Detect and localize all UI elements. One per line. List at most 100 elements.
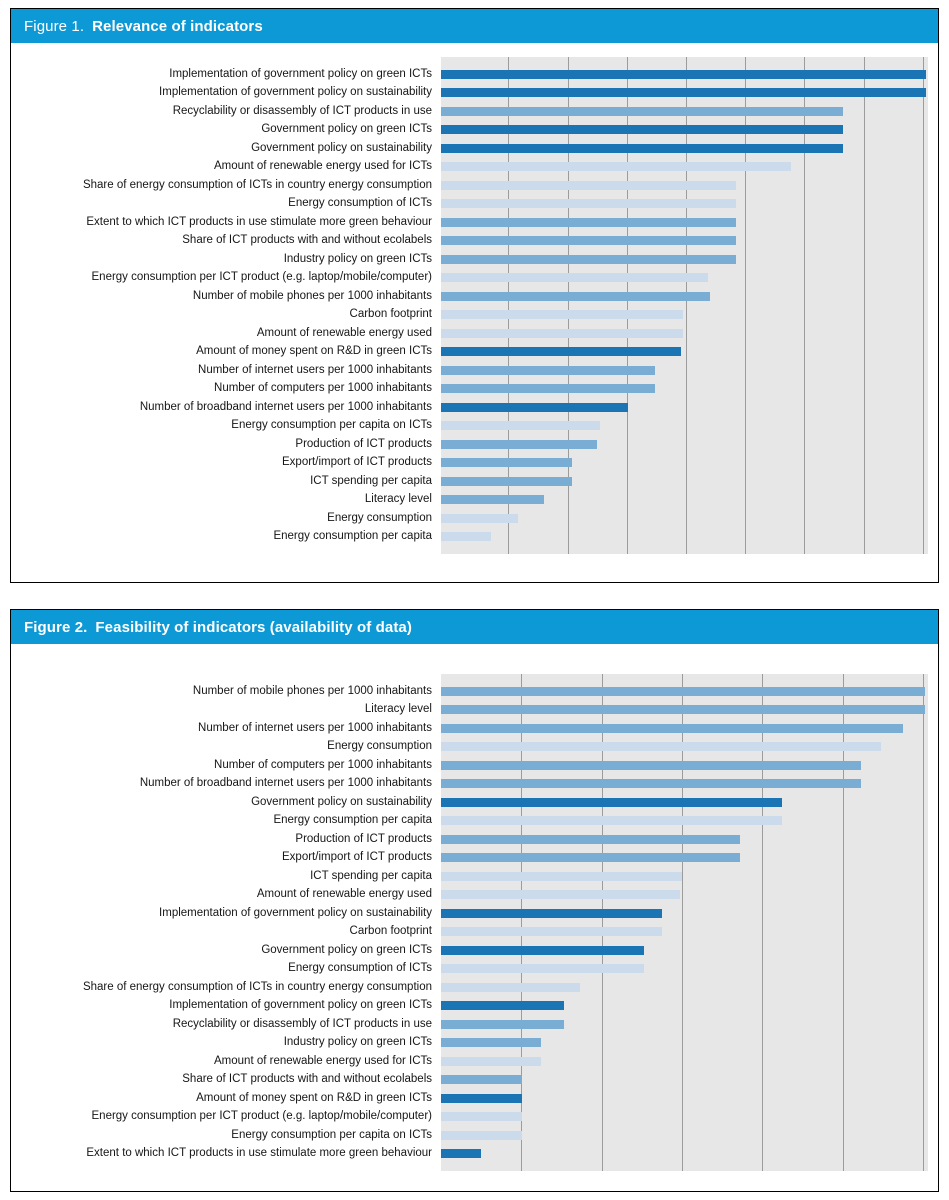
bar-track <box>441 1001 928 1011</box>
category-label: Share of ICT products with and without e… <box>182 234 432 247</box>
chart-row: Export/import of ICT products <box>11 454 928 473</box>
gridline <box>745 57 747 554</box>
chart-row: Government policy on sustainability <box>11 139 928 158</box>
chart-row: Implementation of government policy on g… <box>11 65 928 84</box>
gridline <box>626 57 628 554</box>
bar <box>441 162 791 172</box>
category-label: Recyclability or disassembly of ICT prod… <box>172 104 432 117</box>
category-label: Share of ICT products with and without e… <box>182 1073 432 1086</box>
bar <box>441 384 655 394</box>
chart-row: Energy consumption <box>11 509 928 528</box>
bar <box>441 945 645 955</box>
category-label: Amount of renewable energy used for ICTs <box>214 1054 432 1067</box>
category-label: Number of internet users per 1000 inhabi… <box>198 363 432 376</box>
category-label: Number of broadband internet users per 1… <box>139 777 432 790</box>
gridline <box>601 674 603 1171</box>
bar-track <box>441 945 928 955</box>
figure-title: Feasibility of indicators (availability … <box>95 618 412 636</box>
chart-row: Energy consumption per ICT product (e.g.… <box>11 1108 928 1127</box>
category-label: Energy consumption per ICT product (e.g.… <box>91 1110 433 1123</box>
category-label: Energy consumption per capita on ICTs <box>231 1128 432 1141</box>
chart-row: Export/import of ICT products <box>11 849 928 868</box>
chart-row: ICT spending per capita <box>11 472 928 491</box>
category-label: Amount of renewable energy used for ICTs <box>214 160 432 173</box>
bar-track <box>441 439 928 449</box>
bar-track <box>441 1130 928 1140</box>
bar-track <box>441 328 928 338</box>
category-label: Export/import of ICT products <box>282 851 432 864</box>
category-label: Implementation of government policy on g… <box>169 999 432 1012</box>
bar <box>441 106 843 116</box>
figure-label: Figure 1. <box>24 17 85 35</box>
chart-row: Literacy level <box>11 701 928 720</box>
category-label: Energy consumption <box>327 511 432 524</box>
bar <box>441 513 519 523</box>
category-label: Number of computers per 1000 inhabitants <box>214 758 432 771</box>
chart-row: Production of ICT products <box>11 830 928 849</box>
chart-row: Government policy on green ICTs <box>11 121 928 140</box>
category-label: Carbon footprint <box>349 925 432 938</box>
bar-track <box>441 1149 928 1159</box>
chart-row: Extent to which ICT products in use stim… <box>11 1145 928 1164</box>
gridline <box>842 674 844 1171</box>
bar <box>441 199 737 209</box>
figure-2-chart: Number of mobile phones per 1000 inhabit… <box>11 644 938 1191</box>
chart-row: ICT spending per capita <box>11 867 928 886</box>
chart-row: Amount of money spent on R&D in green IC… <box>11 343 928 362</box>
chart-row: Recyclability or disassembly of ICT prod… <box>11 1015 928 1034</box>
category-label: Amount of money spent on R&D in green IC… <box>196 1091 432 1104</box>
figure-2-header: Figure 2. Feasibility of indicators (ava… <box>11 610 938 644</box>
chart-row: Share of ICT products with and without e… <box>11 1071 928 1090</box>
bar <box>441 890 681 900</box>
plot-area: Implementation of government policy on g… <box>11 57 928 554</box>
bar-track <box>441 853 928 863</box>
chart-row: Government policy on sustainability <box>11 793 928 812</box>
bar-track <box>441 797 928 807</box>
gridline <box>508 57 510 554</box>
category-label: Production of ICT products <box>295 437 432 450</box>
bar-track <box>441 964 928 974</box>
category-label: Energy consumption per capita <box>273 530 432 543</box>
category-label: Extent to which ICT products in use stim… <box>86 1147 432 1160</box>
bar <box>441 742 881 752</box>
bar-track <box>441 421 928 431</box>
chart-row: Implementation of government policy on s… <box>11 84 928 103</box>
category-label: Number of computers per 1000 inhabitants <box>214 382 432 395</box>
category-label: Amount of renewable energy used <box>256 326 432 339</box>
chart-row: Energy consumption per capita <box>11 812 928 831</box>
bar-track <box>441 88 928 98</box>
chart-row: Share of ICT products with and without e… <box>11 232 928 251</box>
bar <box>441 982 580 992</box>
bar <box>441 1038 542 1048</box>
bar <box>441 328 684 338</box>
bar <box>441 439 597 449</box>
category-label: Energy consumption of ICTs <box>288 197 432 210</box>
category-label: Implementation of government policy on g… <box>169 67 432 80</box>
bar <box>441 402 628 412</box>
bar-track <box>441 1056 928 1066</box>
bar <box>441 365 655 375</box>
bar-track <box>441 834 928 844</box>
bar <box>441 797 783 807</box>
bar <box>441 310 684 320</box>
bar-track <box>441 180 928 190</box>
bar <box>441 1112 523 1122</box>
chart-row: Energy consumption of ICTs <box>11 960 928 979</box>
bar-track <box>441 779 928 789</box>
bar <box>441 964 645 974</box>
bar <box>441 125 843 135</box>
chart-row: Number of mobile phones per 1000 inhabit… <box>11 287 928 306</box>
gridline <box>863 57 865 554</box>
category-label: Energy consumption per capita <box>273 814 432 827</box>
chart-row: Energy consumption of ICTs <box>11 195 928 214</box>
category-label: Recyclability or disassembly of ICT prod… <box>172 1017 432 1030</box>
chart-row: Number of computers per 1000 inhabitants <box>11 756 928 775</box>
figure-1-header: Figure 1. Relevance of indicators <box>11 9 938 43</box>
gridline <box>923 57 925 554</box>
bar <box>441 760 861 770</box>
chart-row: Implementation of government policy on s… <box>11 904 928 923</box>
category-label: Government policy on sustainability <box>251 141 432 154</box>
bar-track <box>441 1038 928 1048</box>
bar-track <box>441 742 928 752</box>
